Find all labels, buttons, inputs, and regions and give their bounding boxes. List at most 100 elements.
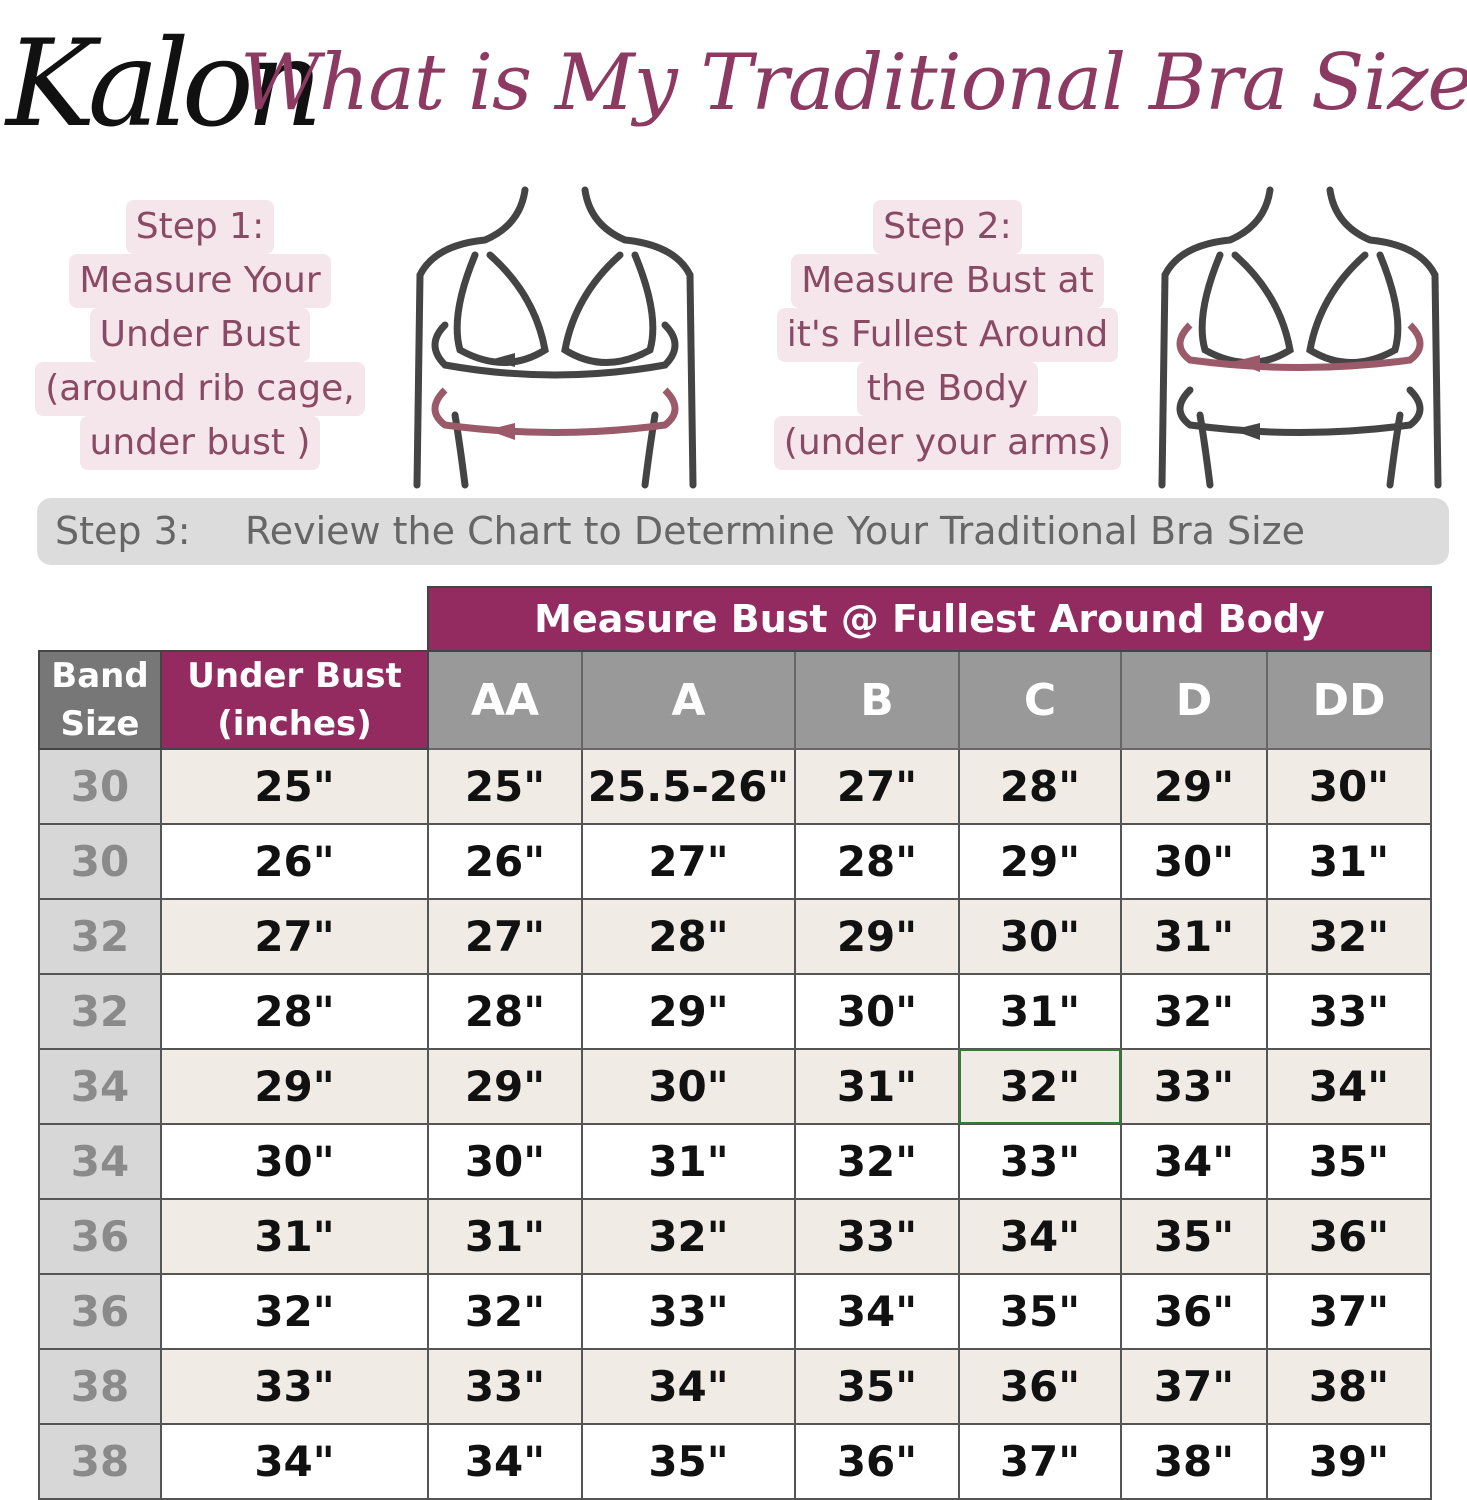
table-row: 36 31" 31" 32" 33" 34" 35" 36" xyxy=(38,1198,1432,1275)
table-row: 30 26" 26" 27" 28" 29" 30" 31" xyxy=(38,823,1432,900)
cup-cell-dd: 30" xyxy=(1266,748,1432,825)
cup-cell-c: 28" xyxy=(958,748,1122,825)
cup-cell-a: 30" xyxy=(581,1048,796,1125)
cup-cell-dd: 33" xyxy=(1266,973,1432,1050)
cup-cell-d: 37" xyxy=(1120,1348,1268,1425)
cup-cell-b: 33" xyxy=(794,1198,960,1275)
cup-cell-b: 32" xyxy=(794,1123,960,1200)
cup-cell-a: 31" xyxy=(581,1123,796,1200)
step-2-instructions: Step 2: Measure Bust at it's Fullest Aro… xyxy=(755,200,1140,470)
step-1-line: (around rib cage, xyxy=(35,362,365,416)
cup-cell-dd: 39" xyxy=(1266,1423,1432,1500)
cup-cell-aa: 32" xyxy=(427,1273,583,1350)
under-bust-cell: 28" xyxy=(160,973,429,1050)
torso-under-bust-measure-icon xyxy=(413,186,697,489)
cup-cell-dd: 37" xyxy=(1266,1273,1432,1350)
step-2-line: Measure Bust at xyxy=(791,254,1104,308)
band-size-cell: 38 xyxy=(38,1348,162,1425)
cup-cell-c: 31" xyxy=(958,973,1122,1050)
cup-header-aa: AA xyxy=(427,650,583,750)
cup-cell-d: 38" xyxy=(1120,1423,1268,1500)
cup-cell-dd: 32" xyxy=(1266,898,1432,975)
band-size-cell: 34 xyxy=(38,1123,162,1200)
table-row: 32 28" 28" 29" 30" 31" 32" 33" xyxy=(38,973,1432,1050)
table-row: 38 33" 33" 34" 35" 36" 37" 38" xyxy=(38,1348,1432,1425)
cup-cell-b: 28" xyxy=(794,823,960,900)
cup-cell-dd: 38" xyxy=(1266,1348,1432,1425)
table-row: 32 27" 27" 28" 29" 30" 31" 32" xyxy=(38,898,1432,975)
cup-cell-d: 36" xyxy=(1120,1273,1268,1350)
step-1-line: under bust ) xyxy=(79,416,321,470)
cup-cell-a: 25.5-26" xyxy=(581,748,796,825)
under-bust-cell: 26" xyxy=(160,823,429,900)
cup-cell-c: 30" xyxy=(958,898,1122,975)
under-bust-cell: 31" xyxy=(160,1198,429,1275)
band-size-cell: 30 xyxy=(38,748,162,825)
bra-size-chart: Measure Bust @ Fullest Around Body Band … xyxy=(38,586,1432,1500)
cup-cell-aa: 31" xyxy=(427,1198,583,1275)
band-size-header: Band Size xyxy=(38,650,162,750)
cup-cell-aa: 25" xyxy=(427,748,583,825)
cup-cell-d: 30" xyxy=(1120,823,1268,900)
cup-cell-b: 34" xyxy=(794,1273,960,1350)
cup-cell-d: 29" xyxy=(1120,748,1268,825)
torso-full-bust-measure-icon xyxy=(1158,186,1442,489)
cup-cell-aa: 26" xyxy=(427,823,583,900)
cup-cell-a: 34" xyxy=(581,1348,796,1425)
cup-cell-a: 33" xyxy=(581,1273,796,1350)
cup-cell-d: 32" xyxy=(1120,973,1268,1050)
cup-cell-a: 27" xyxy=(581,823,796,900)
step-2-heading: Step 2: xyxy=(873,200,1022,254)
under-bust-cell: 30" xyxy=(160,1123,429,1200)
cup-cell-dd: 35" xyxy=(1266,1123,1432,1200)
cup-cell-a: 29" xyxy=(581,973,796,1050)
under-bust-cell: 27" xyxy=(160,898,429,975)
cup-cell-d: 33" xyxy=(1120,1048,1268,1125)
band-size-cell: 32 xyxy=(38,898,162,975)
cup-cell-aa: 28" xyxy=(427,973,583,1050)
cup-cell-a: 35" xyxy=(581,1423,796,1500)
cup-cell-aa: 27" xyxy=(427,898,583,975)
cup-cell-aa: 33" xyxy=(427,1348,583,1425)
cup-cell-d: 35" xyxy=(1120,1198,1268,1275)
step-2-line: the Body xyxy=(856,362,1039,416)
under-bust-cell: 25" xyxy=(160,748,429,825)
cup-cell-dd: 31" xyxy=(1266,823,1432,900)
cup-cell-a: 28" xyxy=(581,898,796,975)
under-bust-header: Under Bust (inches) xyxy=(160,650,429,750)
cup-cell-aa: 30" xyxy=(427,1123,583,1200)
step-3-label: Step 3: xyxy=(55,509,191,553)
table-row: 38 34" 34" 35" 36" 37" 38" 39" xyxy=(38,1423,1432,1500)
cup-cell-dd: 36" xyxy=(1266,1198,1432,1275)
cup-header-c: C xyxy=(958,650,1122,750)
cup-cell-d: 31" xyxy=(1120,898,1268,975)
step-1-line: Under Bust xyxy=(89,308,311,362)
table-row: 34 30" 30" 31" 32" 33" 34" 35" xyxy=(38,1123,1432,1200)
cup-cell-dd: 34" xyxy=(1266,1048,1432,1125)
band-size-cell: 32 xyxy=(38,973,162,1050)
under-bust-cell: 29" xyxy=(160,1048,429,1125)
page-title: What is My Traditional Bra Size? xyxy=(240,38,1467,128)
cup-cell-c: 34" xyxy=(958,1198,1122,1275)
cup-header-a: A xyxy=(581,650,796,750)
cup-cell-b: 31" xyxy=(794,1048,960,1125)
cup-cell-b: 36" xyxy=(794,1423,960,1500)
cup-header-d: D xyxy=(1120,650,1268,750)
cup-cell-c: 33" xyxy=(958,1123,1122,1200)
band-size-cell: 34 xyxy=(38,1048,162,1125)
cup-cell-b: 35" xyxy=(794,1348,960,1425)
cup-cell-c: 35" xyxy=(958,1273,1122,1350)
cup-cell-b: 29" xyxy=(794,898,960,975)
cup-cell-aa: 34" xyxy=(427,1423,583,1500)
band-size-cell: 38 xyxy=(38,1423,162,1500)
cup-cell-aa: 29" xyxy=(427,1048,583,1125)
step-2-line: it's Fullest Around xyxy=(776,308,1119,362)
cup-cell-b: 27" xyxy=(794,748,960,825)
step-1-line: Measure Your xyxy=(69,254,331,308)
cup-cell-d: 34" xyxy=(1120,1123,1268,1200)
brand-logo: Kalon xyxy=(6,15,323,154)
under-bust-cell: 34" xyxy=(160,1423,429,1500)
table-row: 30 25" 25" 25.5-26" 27" 28" 29" 30" xyxy=(38,748,1432,825)
band-size-cell: 36 xyxy=(38,1273,162,1350)
under-bust-cell: 33" xyxy=(160,1348,429,1425)
